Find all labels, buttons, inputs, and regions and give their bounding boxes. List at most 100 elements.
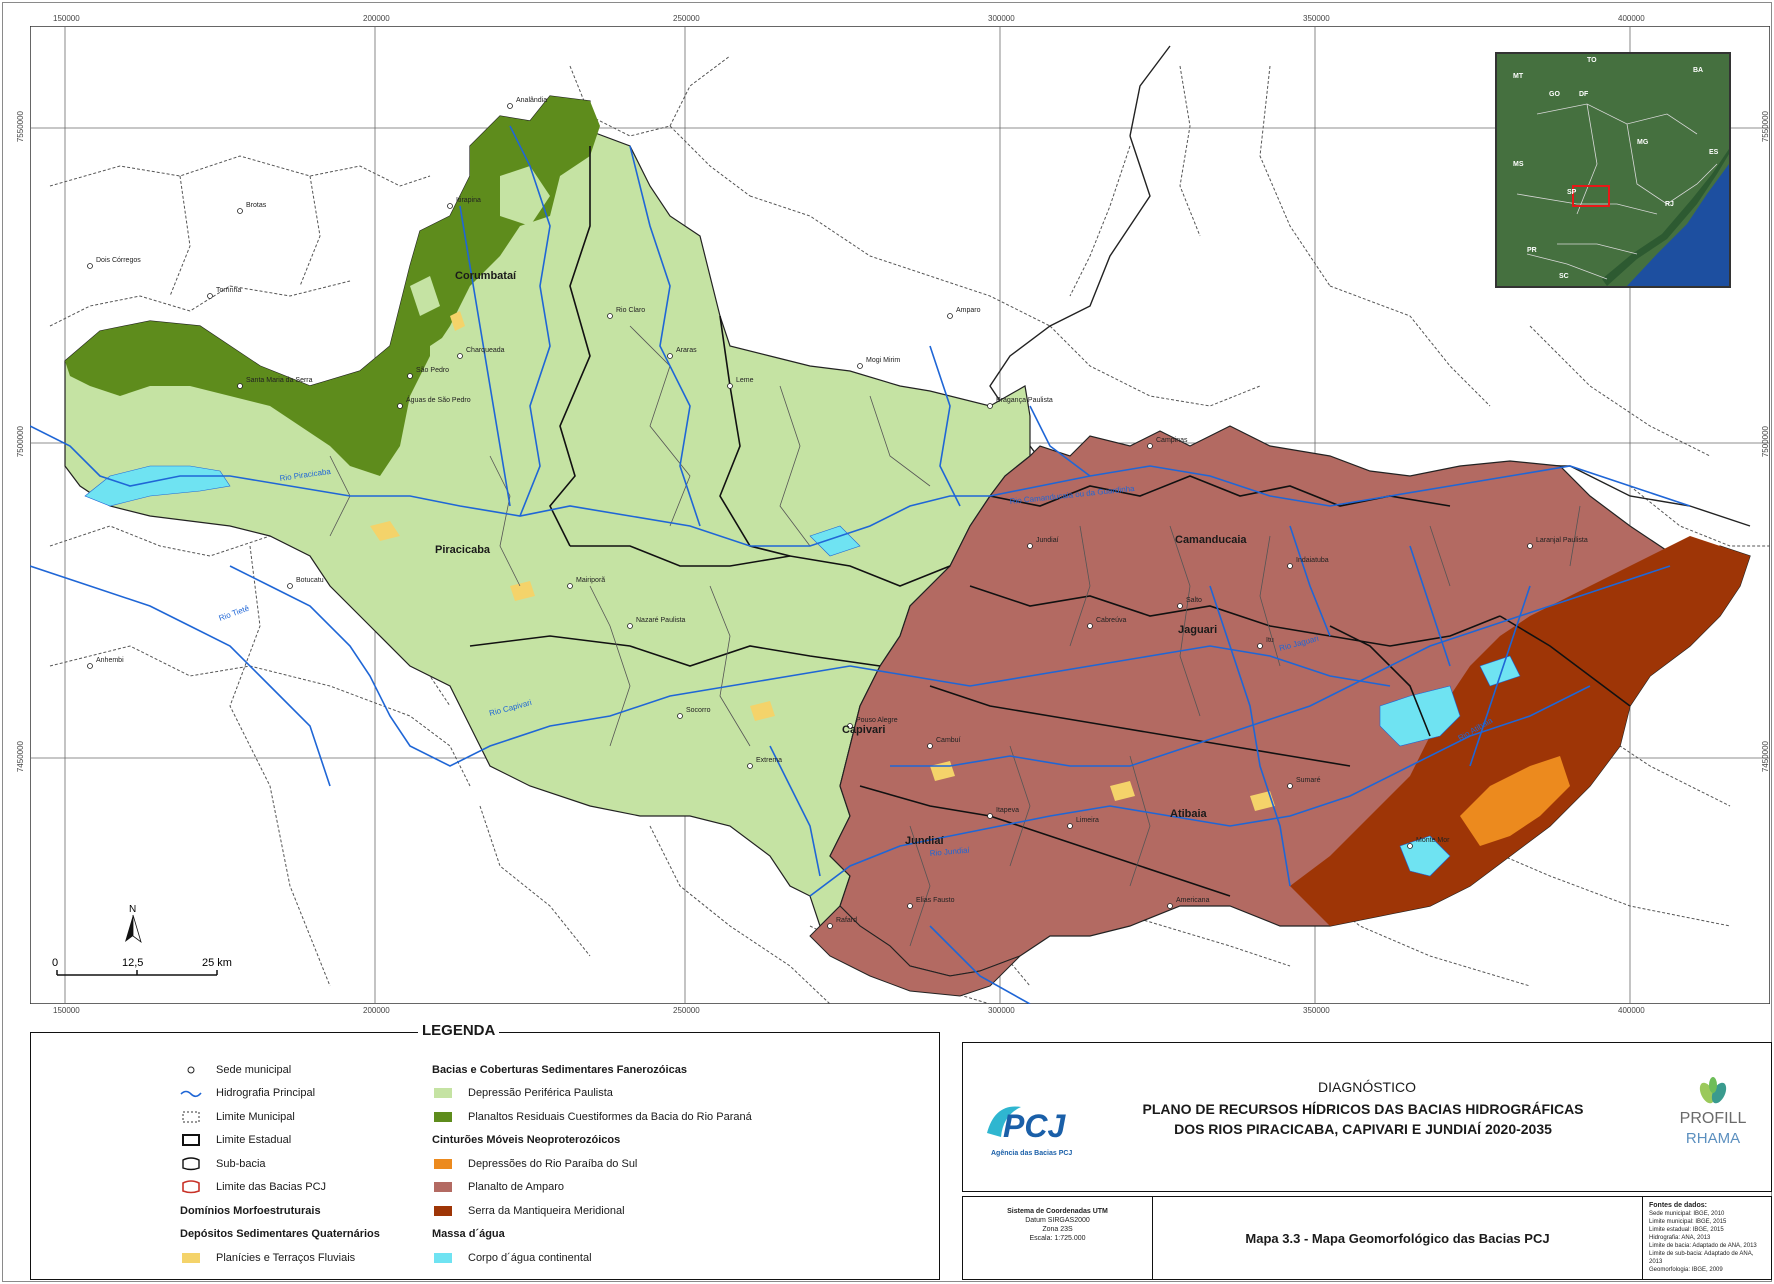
legend-item: Sub-bacia: [180, 1152, 380, 1176]
sources-list: Sede municipal: IBGE, 2010 Limite municip…: [1649, 1210, 1765, 1274]
location-inset-map[interactable]: MT GO DF TO BA MG ES MS SP RJ PR SC: [1495, 52, 1731, 288]
city-label: São Pedro: [416, 367, 449, 374]
city-label: Santa Maria da Serra: [246, 377, 313, 384]
label-rio-jundiai: Rio Jundiaí: [929, 845, 970, 858]
crs-datum: Datum SIRGAS2000: [1025, 1217, 1090, 1224]
map-caption: Mapa 3.3 - Mapa Geomorfológico das Bacia…: [1245, 1230, 1550, 1246]
region-planalto-amparo-jundiai[interactable]: [809, 905, 1021, 997]
fill-swatch-icon: [434, 1088, 452, 1099]
legend-group-heading: Domínios Morfoestruturais: [180, 1199, 380, 1223]
map-panel[interactable]: Corumbataí Piracicaba Camanducaia Jaguar…: [16, 14, 1774, 1015]
svg-text:TO: TO: [1587, 57, 1597, 64]
pcj-boundary-icon: [182, 1180, 200, 1194]
city-label: Jundiaí: [1036, 537, 1059, 544]
rhama-text: RHAMA: [1686, 1130, 1740, 1147]
coord-left-2: 7500000: [16, 426, 25, 458]
city-dot-icon: [187, 1066, 195, 1074]
legend-heading-text: Massa d´água: [432, 1228, 505, 1241]
svg-text:RJ: RJ: [1665, 201, 1674, 208]
source-entry: Limite estadual: IBGE, 2015: [1649, 1227, 1724, 1233]
sources-cell: Fontes de dados: Sede municipal: IBGE, 2…: [1643, 1197, 1771, 1279]
legend-group-heading: Depósitos Sedimentares Quaternários: [180, 1223, 380, 1247]
fill-swatch-icon: [434, 1252, 452, 1263]
map-footer: Sistema de Coordenadas UTM Datum SIRGAS2…: [962, 1196, 1772, 1280]
city-label: Brotas: [246, 202, 267, 209]
state-boundary-icon: [182, 1134, 200, 1147]
legend-symbol: [180, 1251, 202, 1265]
north-label: N: [129, 904, 136, 915]
city-label: Araras: [676, 347, 697, 354]
svg-text:SP: SP: [1567, 189, 1577, 196]
city-label: Itapeva: [996, 807, 1019, 814]
source-entry: Hidrografia: ANA, 2013: [1649, 1235, 1711, 1241]
north-arrow-icon: [125, 915, 133, 942]
city-label: Pouso Alegre: [856, 717, 898, 724]
legend-item-label: Limite das Bacias PCJ: [216, 1181, 327, 1194]
city-label: Nazaré Paulista: [636, 617, 686, 624]
fill-swatch-icon: [182, 1252, 200, 1263]
city-label: Bragança Paulista: [996, 397, 1053, 404]
legend-item-label: Sede municipal: [216, 1063, 292, 1076]
legend-group-heading: Massa d´água: [432, 1223, 752, 1247]
coord-left-3: 7450000: [16, 741, 25, 773]
legend-item-label: Planícies e Terraços Fluviais: [216, 1251, 356, 1264]
title-block: PCJ Agência das Bacias PCJ DIAGNÓSTICO P…: [962, 1042, 1772, 1192]
city-label: Indaiatuba: [1296, 557, 1329, 564]
label-jaguari: Jaguari: [1178, 624, 1217, 636]
region-serra-mantiqueira[interactable]: [1290, 536, 1750, 926]
svg-text:BA: BA: [1693, 67, 1703, 74]
city-label: Cabreúva: [1096, 617, 1126, 624]
source-entry: Limite de sub-bacia: Adaptado de ANA, 20…: [1649, 1251, 1754, 1265]
legend-item-label: Corpo d´água continental: [468, 1251, 592, 1264]
legend-item: Corpo d´água continental: [432, 1246, 752, 1270]
legend-item-label: Hidrografia Principal: [216, 1087, 316, 1100]
city-label: Mogi Mirim: [866, 357, 900, 364]
leaf-icon: [1699, 1077, 1727, 1104]
region-depressoes-paraiba[interactable]: [1460, 756, 1570, 846]
crs-title: Sistema de Coordenadas UTM: [1007, 1208, 1108, 1215]
city-label: Extrema: [756, 757, 782, 764]
city-label: Rafard: [836, 917, 857, 924]
profill-rhama-logo: PROFILL RHAMA: [1663, 1071, 1763, 1171]
city-label: Sumaré: [1296, 777, 1321, 784]
scale-tick-mid: 12,5: [122, 957, 143, 969]
subbasin-boundary-icon: [182, 1157, 200, 1170]
legend-item: Depressão Periférica Paulista: [432, 1082, 752, 1106]
coord-right-2: 7500000: [1761, 426, 1770, 458]
legend-heading-text: Cinturões Móveis Neoproterozóicos: [432, 1134, 621, 1147]
city-label: Itu: [1266, 637, 1274, 644]
legend-symbol: [180, 1086, 202, 1100]
city-label: Limeira: [1076, 817, 1099, 824]
coord-top-3: 250000: [673, 14, 700, 23]
scale-tick-0: 0: [52, 957, 58, 969]
legend-heading-text: Depósitos Sedimentares Quaternários: [180, 1228, 380, 1241]
city-label: Americana: [1176, 897, 1210, 904]
basin-labels: Corumbataí Piracicaba Camanducaia Jaguar…: [435, 270, 1247, 847]
coord-top-2: 200000: [363, 14, 390, 23]
fill-swatch-icon: [434, 1182, 452, 1193]
source-entry: Limite de bacia: Adaptado de ANA, 2013: [1649, 1243, 1757, 1249]
city-label: Salto: [1186, 597, 1202, 604]
legend-item-label: Planalto de Amparo: [468, 1181, 565, 1194]
municipal-boundaries-inside: [329, 325, 1581, 947]
planicies-patches: [370, 311, 1275, 811]
legend-heading-text: Domínios Morfoestruturais: [180, 1204, 321, 1217]
label-corumbatai: Corumbataí: [455, 270, 517, 282]
coord-bottom-6: 400000: [1618, 1006, 1645, 1015]
source-entry: Sede municipal: IBGE, 2010: [1649, 1211, 1725, 1217]
legend-symbol: [180, 1110, 202, 1124]
city-label: Monte Mor: [1416, 837, 1450, 844]
map-canvas[interactable]: Corumbataí Piracicaba Camanducaia Jaguar…: [29, 25, 1771, 1005]
coord-top-1: 150000: [53, 14, 80, 23]
region-planaltos-residuais[interactable]: [65, 96, 600, 476]
document-type: DIAGNÓSTICO: [1317, 1079, 1416, 1095]
city-label: Mairiporã: [576, 577, 605, 584]
city-label: Cambuí: [936, 737, 961, 744]
legend-item: Depressões do Rio Paraíba do Sul: [432, 1152, 752, 1176]
crs-scale: Escala: 1:725.000: [1029, 1235, 1086, 1242]
legend-column-1: Sede municipal Hidrografia Principal Limit…: [180, 1058, 380, 1270]
legend-item: Limite das Bacias PCJ: [180, 1176, 380, 1200]
city-label: Leme: [736, 377, 754, 384]
legend-symbol: [432, 1110, 454, 1124]
